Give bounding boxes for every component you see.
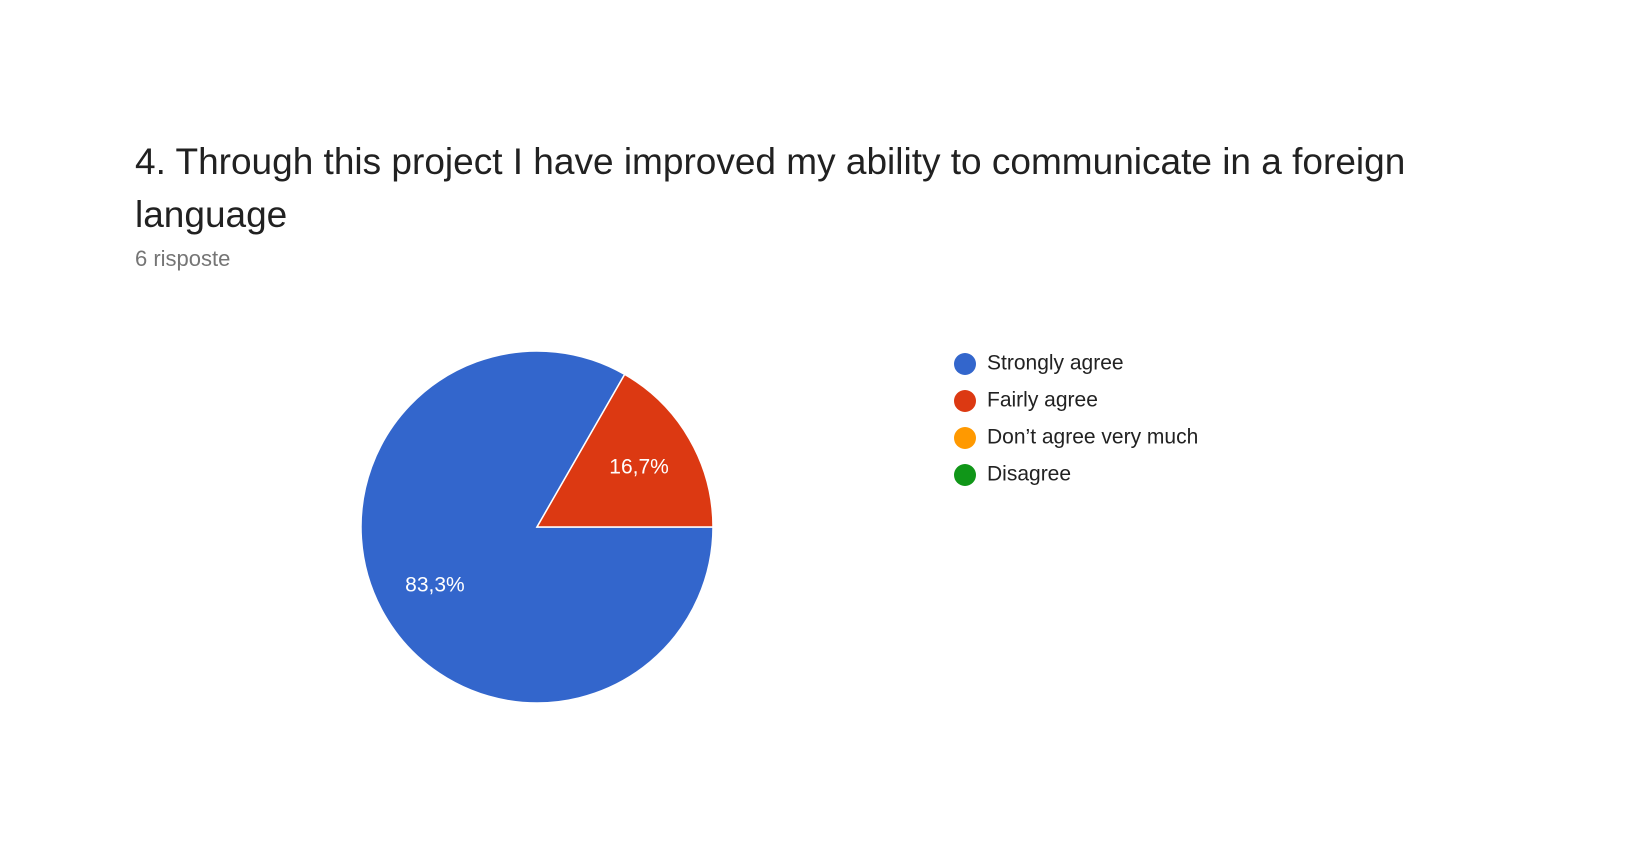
pie-slice: [535, 373, 714, 528]
legend-label: Strongly agree: [987, 352, 1124, 375]
legend-label: Don’t agree very much: [987, 426, 1198, 449]
slice-label: 16,7%: [609, 455, 669, 478]
chart-title: 4. Through this project I have improved …: [135, 141, 1406, 235]
slice-label: 83,3%: [405, 574, 465, 597]
legend-swatch: [954, 464, 976, 486]
legend-label: Fairly agree: [987, 389, 1098, 412]
legend-label: Disagree: [987, 463, 1071, 486]
legend-swatch: [954, 353, 976, 375]
chart-subtitle: 6 risposte: [135, 246, 231, 271]
legend-swatch: [954, 427, 976, 449]
legend-swatch: [954, 390, 976, 412]
